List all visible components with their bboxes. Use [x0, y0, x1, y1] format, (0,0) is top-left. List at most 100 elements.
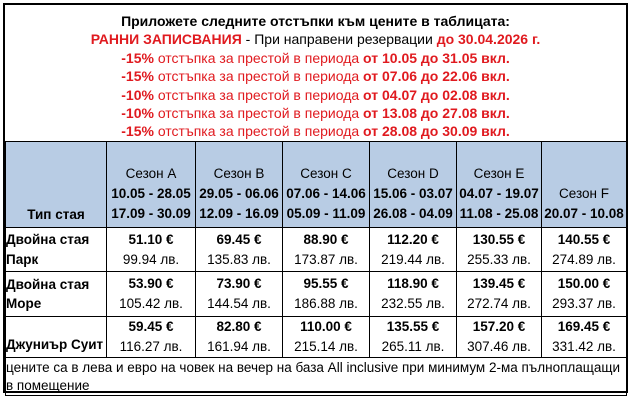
- price-bgn: 331.42 лв.: [552, 339, 616, 354]
- price-eur: 110.00 €: [300, 319, 352, 334]
- season-name: Сезон D: [387, 166, 439, 181]
- season-dates-1: 15.06 - 03.07: [373, 186, 453, 201]
- price-cell: 112.20 € 219.44 лв.: [369, 227, 457, 272]
- season-dates-1: 07.06 - 14.06: [286, 186, 366, 201]
- page-title: Приложете следните отстъпки към цените в…: [121, 13, 510, 29]
- price-bgn: 161.94 лв.: [207, 339, 271, 354]
- table-footnote-row: цените са в лева и евро на човек на вече…: [5, 357, 627, 396]
- season-dates-2: 12.09 - 16.09: [199, 206, 279, 221]
- early-booking-deadline: до 30.04.2026 г.: [436, 31, 541, 48]
- season-dates-1: 20.07 - 10.08: [544, 206, 624, 221]
- price-cell: 73.90 € 144.54 лв.: [195, 271, 283, 317]
- price-eur: 88.90 €: [303, 231, 349, 247]
- price-sheet: Приложете следните отстъпки към цените в…: [3, 3, 628, 396]
- season-header-d: Сезон D 15.06 - 03.07 26.08 - 04.09: [369, 141, 457, 228]
- price-bgn: 255.33 лв.: [467, 251, 531, 267]
- season-name: Сезон F: [559, 186, 609, 201]
- room-name-line2: Парк: [6, 251, 39, 267]
- room-cell: Джуниър Суит: [5, 316, 107, 358]
- price-eur: 150.00 €: [557, 276, 611, 291]
- discount-text: отстъпка за престой в периода: [153, 123, 364, 140]
- discount-line: -15% отстъпка за престой в периода от 28…: [5, 122, 626, 140]
- season-name: Сезон C: [300, 166, 352, 181]
- price-cell: 157.20 € 307.46 лв.: [456, 316, 542, 358]
- discount-text: отстъпка за престой в периода: [153, 49, 364, 66]
- price-bgn: 215.14 лв.: [294, 339, 358, 354]
- price-eur: 112.20 €: [387, 231, 439, 247]
- price-eur: 73.90 €: [216, 276, 262, 291]
- discount-line: -15% отстъпка за престой в периода от 07…: [5, 67, 626, 85]
- room-name-line1: Двойна стая: [6, 276, 90, 292]
- price-eur: 51.10 €: [128, 231, 174, 247]
- price-eur: 140.55 €: [557, 231, 611, 247]
- discount-period: от 04.07 до 02.08 вкл.: [363, 86, 510, 103]
- price-bgn: 144.54 лв.: [207, 296, 271, 311]
- price-cell: 88.90 € 173.87 лв.: [282, 227, 370, 272]
- discount-percent: -10%: [121, 86, 154, 103]
- discount-percent: -10%: [121, 105, 154, 122]
- price-bgn: 219.44 лв.: [381, 251, 445, 267]
- season-dates-1: 04.07 - 19.07: [459, 186, 539, 201]
- discount-line: -10% отстъпка за престой в периода от 04…: [5, 86, 626, 104]
- price-cell: 51.10 € 99.94 лв.: [106, 227, 196, 272]
- price-cell: 118.90 € 232.55 лв.: [369, 271, 457, 317]
- discount-text: отстъпка за престой в периода: [153, 86, 364, 103]
- discount-line: -10% отстъпка за престой в периода от 13…: [5, 104, 626, 122]
- price-cell: 139.45 € 272.74 лв.: [456, 271, 542, 317]
- price-cell: 150.00 € 293.37 лв.: [541, 271, 627, 317]
- room-name-line1: Джуниър Суит: [6, 336, 104, 352]
- season-header-c: Сезон C 07.06 - 14.06 05.09 - 11.09: [282, 141, 370, 228]
- season-name: Сезон A: [125, 166, 177, 181]
- footnote: цените са в лева и евро на човек на вече…: [5, 357, 627, 396]
- season-dates-1: 29.05 - 06.06: [199, 186, 279, 201]
- season-dates-1: 10.05 - 28.05: [111, 186, 191, 201]
- season-dates-2: 17.09 - 30.09: [111, 206, 191, 221]
- room-cell: Двойна стая Море: [5, 271, 107, 317]
- price-eur: 139.45 €: [472, 276, 526, 291]
- room-cell: Двойна стая Парк: [5, 227, 107, 272]
- room-type-header-cell: Тип стая: [5, 141, 107, 228]
- table-row: Двойна стая Море 53.90 € 105.42 лв. 73.90 …: [5, 271, 627, 317]
- price-cell: 59.45 € 116.27 лв.: [106, 316, 196, 358]
- price-bgn: 186.88 лв.: [294, 296, 358, 311]
- price-eur: 69.45 €: [216, 231, 262, 247]
- discount-percent: -15%: [121, 68, 154, 85]
- discount-period: от 13.08 до 27.08 вкл.: [363, 105, 510, 122]
- price-cell: 69.45 € 135.83 лв.: [195, 227, 283, 272]
- price-eur: 169.45 €: [557, 319, 611, 334]
- price-cell: 135.55 € 265.11 лв.: [369, 316, 457, 358]
- price-cell: 53.90 € 105.42 лв.: [106, 271, 196, 317]
- season-header-f: Сезон F 20.07 - 10.08: [541, 141, 627, 228]
- season-header-a: Сезон A 10.05 - 28.05 17.09 - 30.09: [106, 141, 196, 228]
- season-name: Сезон B: [213, 166, 265, 181]
- early-booking-line: РАННИ ЗАПИСВАНИЯ - При направени резерва…: [5, 30, 626, 48]
- discount-line: -15% отстъпка за престой в периода от 10…: [5, 49, 626, 67]
- season-name: Сезон E: [473, 166, 525, 181]
- season-header-e: Сезон E 04.07 - 19.07 11.08 - 25.08: [456, 141, 542, 228]
- price-bgn: 173.87 лв.: [294, 251, 358, 267]
- price-eur: 135.55 €: [386, 319, 440, 334]
- discount-text: отстъпка за престой в периода: [153, 68, 364, 85]
- discount-text: отстъпка за престой в периода: [153, 105, 364, 122]
- season-dates-2: 05.09 - 11.09: [286, 206, 366, 221]
- early-booking-middle: - При направени резервации: [241, 31, 437, 48]
- price-bgn: 272.74 лв.: [467, 296, 531, 311]
- price-bgn: 232.55 лв.: [381, 296, 445, 311]
- price-eur: 59.45 €: [128, 319, 174, 334]
- season-header-b: Сезон B 29.05 - 06.06 12.09 - 16.09: [195, 141, 283, 228]
- price-eur: 157.20 €: [472, 319, 526, 334]
- price-bgn: 105.42 лв.: [119, 296, 183, 311]
- discount-period: от 07.06 до 22.06 вкл.: [363, 68, 510, 85]
- discount-period: от 10.05 до 31.05 вкл.: [363, 49, 510, 66]
- room-name-line2: Море: [6, 296, 42, 311]
- price-bgn: 307.46 лв.: [467, 339, 531, 354]
- price-eur: 95.55 €: [303, 276, 349, 291]
- room-name-line1: Двойна стая: [6, 232, 90, 247]
- price-table: Тип стая Сезон A 10.05 - 28.05 17.09 - 30.…: [5, 141, 627, 396]
- price-bgn: 135.83 лв.: [207, 251, 271, 267]
- table-header-row: Тип стая Сезон A 10.05 - 28.05 17.09 - 30.…: [5, 141, 627, 228]
- price-bgn: 116.27 лв.: [119, 339, 183, 354]
- season-dates-2: 11.08 - 25.08: [459, 206, 539, 221]
- price-cell: 82.80 € 161.94 лв.: [195, 316, 283, 358]
- price-bgn: 293.37 лв.: [552, 296, 616, 311]
